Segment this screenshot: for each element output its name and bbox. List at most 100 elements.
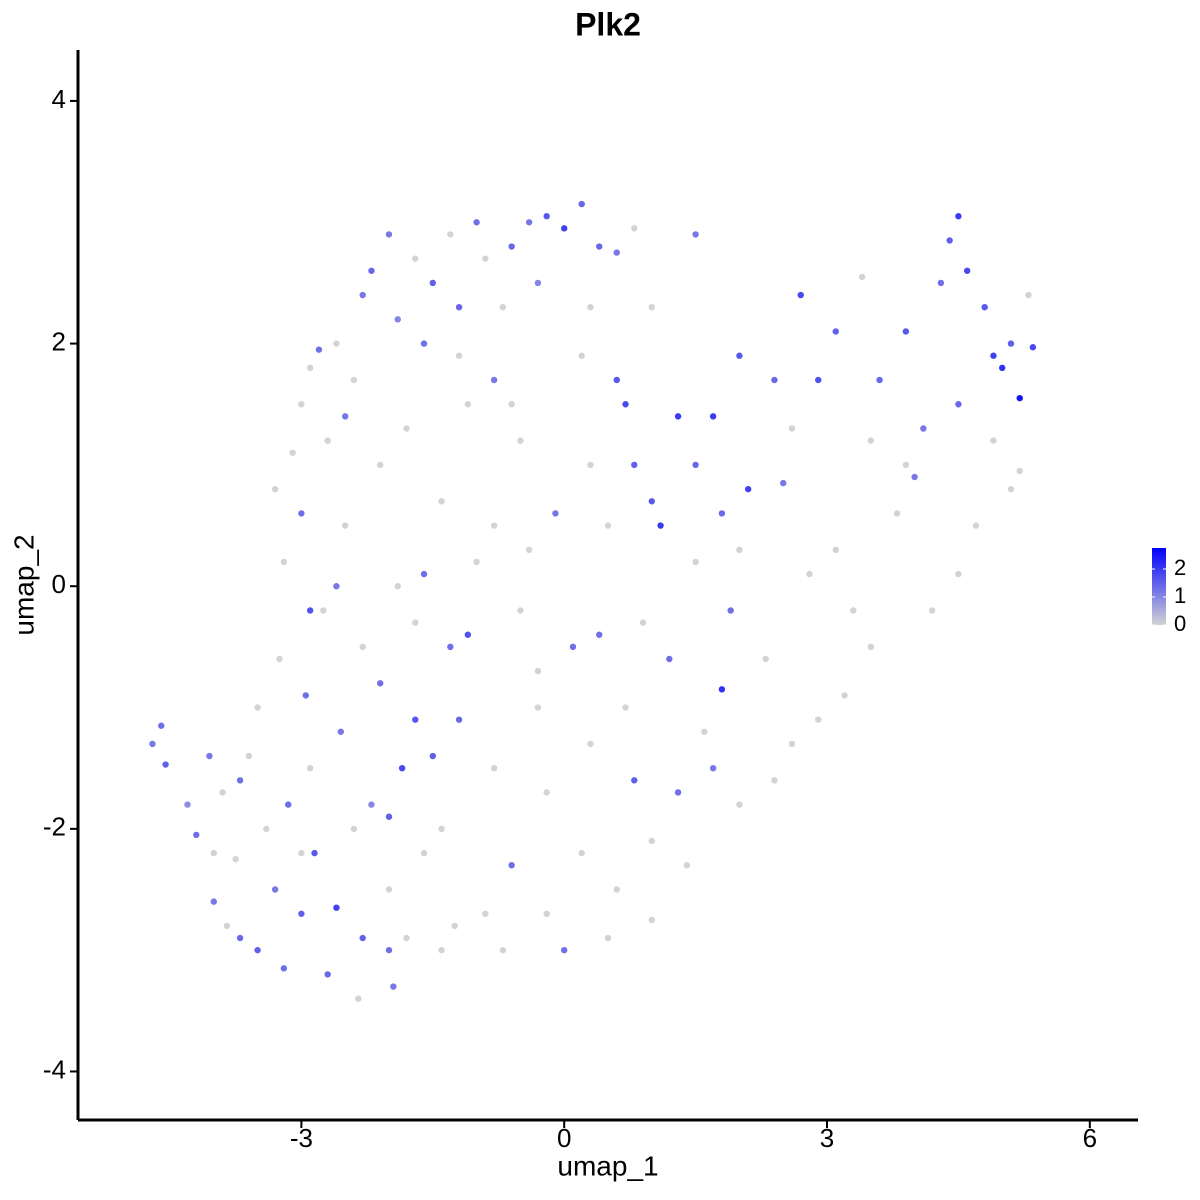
colorbar-label: 2 [1174, 555, 1186, 580]
point [206, 752, 213, 760]
point [499, 303, 507, 311]
point [377, 461, 384, 469]
y-tick-label: -4 [43, 1054, 66, 1084]
point [736, 352, 743, 359]
point [158, 722, 165, 729]
point [578, 352, 585, 359]
point [464, 631, 472, 638]
point [276, 655, 283, 663]
point [709, 413, 717, 420]
point [438, 498, 445, 505]
colorbar [1152, 548, 1166, 625]
point [972, 522, 980, 529]
point [604, 522, 612, 529]
point [692, 558, 699, 566]
point [902, 328, 910, 335]
y-axis-title: umap_2 [8, 534, 39, 635]
point [324, 437, 331, 444]
point [306, 764, 314, 772]
point [254, 704, 261, 711]
point [858, 273, 866, 281]
point [219, 789, 226, 796]
point [333, 340, 340, 347]
point [451, 922, 458, 930]
point [920, 425, 927, 432]
point [341, 413, 349, 420]
point [841, 692, 848, 699]
point [302, 692, 309, 699]
point [639, 619, 647, 626]
point [412, 619, 419, 626]
point [429, 279, 436, 287]
point [674, 413, 682, 420]
point [271, 485, 279, 493]
y-tick-label: -2 [43, 812, 66, 842]
point [736, 546, 743, 554]
point [534, 279, 542, 287]
x-tick-label: -3 [290, 1123, 313, 1153]
point [298, 849, 305, 857]
point [315, 346, 323, 353]
point [701, 728, 708, 735]
point [552, 510, 559, 517]
point [525, 219, 533, 226]
point [438, 946, 445, 954]
point [306, 364, 314, 372]
point [210, 849, 217, 857]
point [210, 898, 217, 905]
point [674, 789, 682, 796]
point [508, 243, 515, 250]
point [1016, 467, 1023, 475]
point [455, 716, 463, 723]
point [412, 716, 419, 723]
point [990, 352, 997, 359]
point [709, 764, 717, 772]
point [560, 225, 568, 232]
point [517, 437, 524, 444]
point [666, 655, 673, 663]
point [359, 934, 366, 942]
point [455, 352, 463, 359]
point [429, 752, 436, 760]
point [394, 316, 401, 323]
point [832, 328, 839, 335]
point [420, 340, 428, 347]
point [744, 485, 752, 493]
point [955, 401, 962, 408]
point [578, 200, 585, 208]
point [736, 801, 743, 808]
point [368, 801, 375, 808]
point [341, 522, 349, 529]
point [162, 761, 169, 768]
point [543, 910, 550, 917]
y-tick-label: 4 [52, 84, 66, 114]
point [223, 922, 231, 930]
point [648, 916, 656, 924]
point [648, 498, 656, 505]
point [788, 425, 796, 432]
point [355, 995, 362, 1002]
colorbar-label: 0 [1174, 611, 1186, 636]
point [832, 546, 839, 554]
point [337, 728, 345, 735]
point [236, 934, 244, 942]
point [596, 243, 603, 250]
point [1025, 291, 1032, 299]
point [447, 643, 454, 651]
point [482, 910, 489, 917]
point [990, 437, 997, 444]
point [613, 376, 620, 384]
point [447, 231, 454, 238]
point [902, 461, 910, 469]
point [490, 376, 498, 384]
point [1016, 394, 1023, 402]
point [289, 449, 296, 456]
point [692, 461, 699, 469]
point [385, 886, 393, 893]
point [622, 704, 629, 711]
point [631, 461, 638, 469]
point [280, 965, 288, 972]
y-tick-label: 0 [52, 569, 66, 599]
point [359, 291, 366, 299]
